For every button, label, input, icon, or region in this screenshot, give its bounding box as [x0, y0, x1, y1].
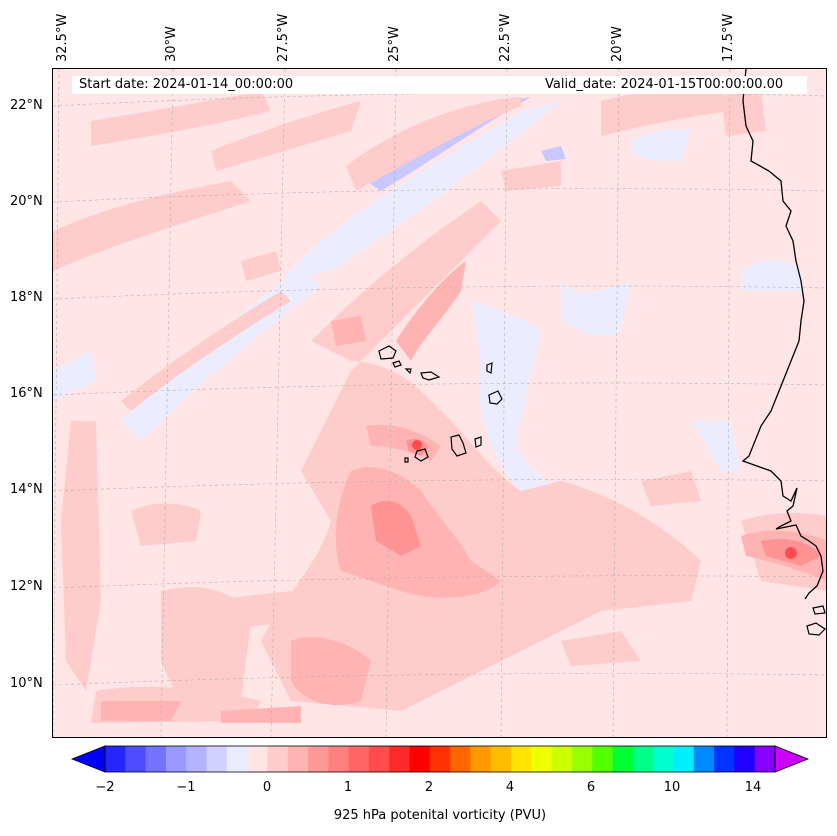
- colorbar-swatch: [592, 746, 614, 772]
- colorbar-tick-neg1: −1: [176, 780, 196, 795]
- lat-label-20n: 20°N: [10, 194, 43, 209]
- colorbar-extend-low: [70, 745, 106, 773]
- colorbar-tick-neg2: −2: [95, 780, 115, 795]
- map-panel: [52, 68, 827, 738]
- lon-label-17-5w: 17.5°W: [721, 13, 736, 62]
- lat-label-10n: 10°N: [10, 676, 43, 691]
- valid-date-label: Valid_date: 2024-01-15T00:00:00.00: [538, 76, 807, 94]
- colorbar-swatch: [267, 746, 289, 772]
- colorbar-swatch: [368, 746, 390, 772]
- lat-label-16n: 16°N: [10, 386, 43, 401]
- colorbar-swatch: [206, 746, 228, 772]
- colorbar-swatch: [186, 746, 208, 772]
- colorbar-swatch: [389, 746, 411, 772]
- start-date-label: Start date: 2024-01-14_00:00:00: [72, 76, 545, 94]
- positive-pv-regions-low: [53, 89, 826, 723]
- colorbar-tick-6: 6: [586, 780, 596, 795]
- colorbar: [70, 745, 810, 773]
- colorbar-swatch: [612, 746, 634, 772]
- colorbar-tick-2: 2: [424, 780, 434, 795]
- colorbar-swatch: [571, 746, 593, 772]
- colorbar-swatch: [429, 746, 451, 772]
- colorbar-swatch: [531, 746, 553, 772]
- colorbar-swatch: [125, 746, 147, 772]
- colorbar-extend-high: [774, 745, 810, 773]
- colorbar-swatch: [145, 746, 167, 772]
- colorbar-swatch: [734, 746, 756, 772]
- colorbar-tick-14: 14: [744, 780, 762, 795]
- lat-label-14n: 14°N: [10, 482, 43, 497]
- colorbar-swatch: [653, 746, 674, 772]
- colorbar-swatch: [551, 746, 573, 772]
- colorbar-swatch: [470, 746, 492, 772]
- colorbar-tick-1: 1: [343, 780, 353, 795]
- colorbar-tick-0: 0: [262, 780, 272, 795]
- colorbar-tick-10: 10: [663, 780, 681, 795]
- colorbar-swatch: [165, 746, 187, 772]
- colorbar-swatch: [754, 746, 776, 772]
- colorbar-swatch: [308, 746, 329, 772]
- colorbar-tick-4: 4: [505, 780, 515, 795]
- colorbar-swatch: [247, 746, 268, 772]
- colorbar-swatch: [632, 746, 654, 772]
- pv-field-map: [53, 69, 826, 737]
- colorbar-swatch: [693, 746, 715, 772]
- coastline: [741, 69, 824, 600]
- lon-label-25w: 25°W: [387, 26, 402, 62]
- colorbar-swatch: [450, 746, 471, 772]
- colorbar-swatch: [328, 746, 350, 772]
- lat-label-12n: 12°N: [10, 579, 43, 594]
- lon-label-32-5w: 32.5°W: [55, 13, 70, 62]
- colorbar-swatch: [490, 746, 512, 772]
- lon-label-22-5w: 22.5°W: [498, 13, 513, 62]
- lat-label-22n: 22°N: [10, 98, 43, 113]
- graticule: [53, 69, 826, 737]
- lon-label-20w: 20°W: [610, 26, 625, 62]
- lon-label-27-5w: 27.5°W: [276, 13, 291, 62]
- colorbar-swatch: [287, 746, 309, 772]
- colorbar-title: 925 hPa potenital vorticity (PVU): [333, 808, 547, 823]
- colorbar-swatch: [511, 746, 532, 772]
- islands: [378, 345, 826, 636]
- positive-pv-peaks: [412, 440, 797, 559]
- colorbar-swatch: [714, 746, 735, 772]
- colorbar-swatch: [105, 746, 126, 772]
- colorbar-swatch: [673, 746, 695, 772]
- colorbar-swatch: [226, 746, 248, 772]
- colorbar-swatch: [409, 746, 431, 772]
- lon-label-30w: 30°W: [164, 26, 179, 62]
- lat-label-18n: 18°N: [10, 290, 43, 305]
- colorbar-swatch: [348, 746, 370, 772]
- blue-band: [366, 97, 566, 191]
